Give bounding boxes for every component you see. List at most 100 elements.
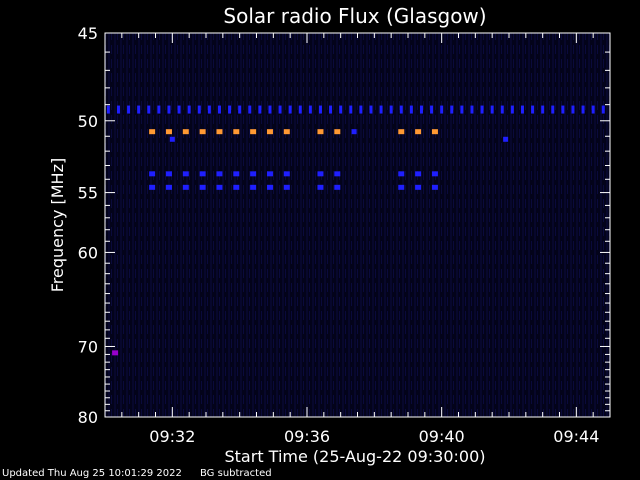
interference-mark <box>167 105 171 114</box>
interference-mark <box>334 129 341 135</box>
interference-mark <box>165 171 172 177</box>
interference-mark <box>278 105 282 114</box>
x-tick-label: 09:44 <box>553 427 599 446</box>
interference-mark <box>248 105 252 114</box>
interference-mark <box>233 171 240 177</box>
interference-mark <box>137 105 141 114</box>
interference-mark <box>317 184 324 190</box>
interference-mark <box>419 105 423 114</box>
interference-mark <box>369 105 373 114</box>
interference-mark <box>480 105 484 114</box>
interference-mark <box>233 129 240 135</box>
interference-mark <box>415 129 422 135</box>
interference-mark <box>266 171 273 177</box>
plot-area <box>105 33 610 417</box>
interference-mark <box>266 129 273 135</box>
y-tick-label: 80 <box>78 408 98 427</box>
interference-mark <box>182 129 189 135</box>
interference-mark <box>431 171 438 177</box>
interference-mark <box>182 171 189 177</box>
interference-mark <box>283 129 290 135</box>
interference-mark <box>551 105 555 114</box>
interference-mark <box>409 105 413 114</box>
interference-mark <box>165 184 172 190</box>
interference-mark <box>250 184 257 190</box>
axes: 09:32 09:36 09:40 09:44 45 50 55 60 70 80 <box>78 24 611 446</box>
interference-mark <box>349 105 353 114</box>
chart-title: Solar radio Flux (Glasgow) <box>223 4 486 28</box>
interference-mark <box>298 105 302 114</box>
interference-mark <box>431 184 438 190</box>
interference-mark <box>490 105 494 114</box>
y-axis-label: Frequency [MHz] <box>48 158 67 292</box>
interference-mark <box>228 105 232 114</box>
y-tick-label: 45 <box>78 24 98 43</box>
interference-mark <box>288 105 292 114</box>
x-tick-label: 09:36 <box>284 427 330 446</box>
interference-mark <box>317 129 324 135</box>
interference-mark <box>116 105 120 114</box>
interference-mark <box>379 105 383 114</box>
interference-mark <box>389 105 393 114</box>
interference-mark <box>187 105 191 114</box>
interference-mark <box>351 129 357 135</box>
interference-mark <box>334 184 341 190</box>
interference-mark <box>147 105 151 114</box>
x-tick-label: 09:32 <box>149 427 195 446</box>
interference-mark <box>430 105 434 114</box>
interference-mark <box>250 129 257 135</box>
interference-mark <box>106 105 110 114</box>
interference-mark <box>601 105 605 114</box>
x-axis-label: Start Time (25-Aug-22 09:30:00) <box>225 447 486 466</box>
interference-mark <box>541 105 545 114</box>
interference-mark <box>398 184 405 190</box>
interference-mark <box>149 171 156 177</box>
interference-mark <box>581 105 585 114</box>
interference-mark <box>399 105 403 114</box>
interference-mark <box>283 184 290 190</box>
interference-mark <box>431 129 438 135</box>
interference-mark <box>266 184 273 190</box>
interference-mark <box>591 105 595 114</box>
interference-mark <box>169 136 175 142</box>
interference-mark <box>199 184 206 190</box>
interference-mark <box>308 105 312 114</box>
interference-mark <box>470 105 474 114</box>
interference-mark <box>450 105 454 114</box>
interference-mark <box>199 129 206 135</box>
interference-mark <box>217 105 221 114</box>
interference-mark <box>318 105 322 114</box>
interference-mark <box>503 136 509 142</box>
interference-mark <box>157 105 161 114</box>
interference-mark <box>329 105 333 114</box>
footer-note: BG subtracted <box>200 468 272 479</box>
interference-mark <box>177 105 181 114</box>
interference-mark <box>197 105 201 114</box>
interference-mark <box>460 105 464 114</box>
y-tick-label: 50 <box>78 112 98 131</box>
interference-mark <box>415 184 422 190</box>
interference-mark <box>398 171 405 177</box>
interference-mark <box>561 105 565 114</box>
interference-mark <box>500 105 504 114</box>
interference-mark <box>182 184 189 190</box>
interference-mark <box>233 184 240 190</box>
y-tick-label: 70 <box>78 337 98 356</box>
interference-mark <box>359 105 363 114</box>
interference-mark <box>258 105 262 114</box>
interference-mark <box>531 105 535 114</box>
interference-mark <box>317 171 324 177</box>
interference-mark <box>216 129 223 135</box>
interference-mark <box>339 105 343 114</box>
interference-mark <box>250 171 257 177</box>
interference-mark <box>520 105 524 114</box>
interference-mark <box>199 171 206 177</box>
interference-mark <box>149 129 156 135</box>
interference-mark <box>415 171 422 177</box>
interference-mark <box>268 105 272 114</box>
interference-mark <box>216 184 223 190</box>
y-tick-label: 60 <box>78 243 98 262</box>
interference-mark <box>216 171 223 177</box>
